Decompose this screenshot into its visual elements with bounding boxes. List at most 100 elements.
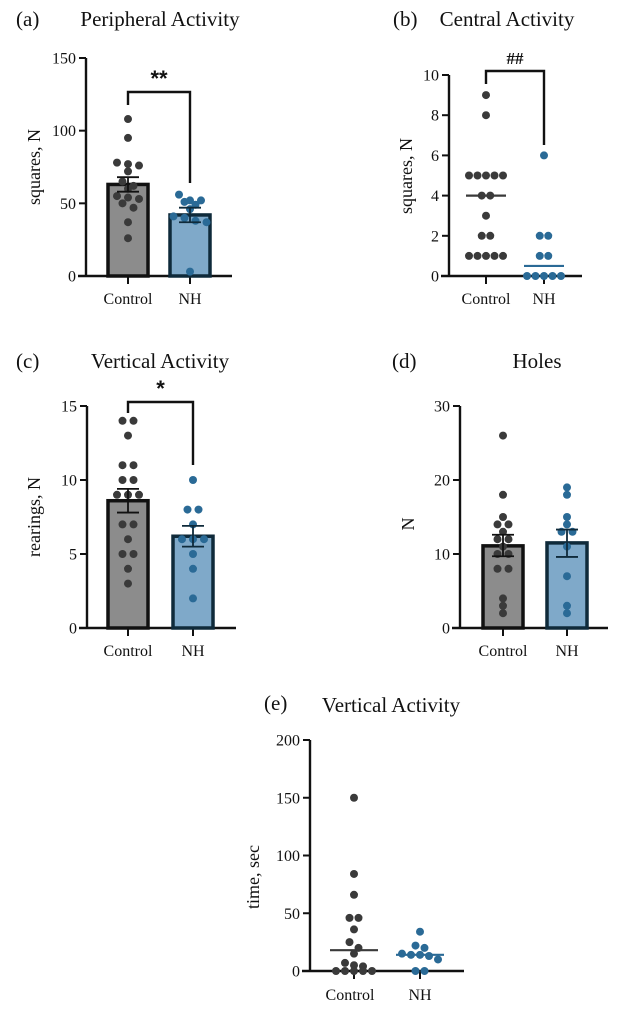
- data-point: [350, 967, 358, 975]
- x-tick-label: NH: [178, 291, 202, 308]
- data-point: [135, 490, 143, 499]
- data-point: [359, 967, 367, 975]
- y-tick-label: 10: [434, 547, 450, 564]
- y-axis-label: rearings, N: [24, 477, 44, 557]
- y-tick-label: 0: [292, 964, 300, 981]
- data-point: [341, 958, 349, 967]
- panel-a: (a) Peripheral Activity squares, N Contr…: [16, 7, 240, 308]
- data-point: [563, 572, 571, 581]
- data-point: [493, 564, 502, 573]
- data-point: [482, 111, 490, 120]
- y-tick-label: 4: [431, 188, 439, 205]
- significance-bracket: [126, 90, 192, 183]
- data-point: [124, 133, 132, 142]
- data-point: [465, 171, 473, 180]
- data-point: [411, 967, 420, 975]
- data-point: [563, 490, 571, 499]
- data-point: [175, 190, 183, 199]
- chart-title: Vertical Activity: [91, 349, 230, 373]
- data-point: [124, 167, 132, 176]
- data-point: [124, 160, 132, 169]
- panel-b: (b) Central Activity squares, N Control …: [393, 7, 582, 308]
- bar-control: [106, 498, 150, 630]
- panel-label: (d): [392, 349, 417, 373]
- data-point: [563, 601, 571, 610]
- data-point: [135, 194, 143, 203]
- y-tick-label: 150: [52, 51, 76, 68]
- y-tick-label: 2: [431, 228, 439, 245]
- data-point: [486, 231, 495, 240]
- x-tick-label: Control: [462, 291, 511, 308]
- data-point: [473, 251, 482, 260]
- data-point: [169, 212, 178, 221]
- data-point: [124, 218, 132, 227]
- y-tick-label: 0: [69, 621, 77, 638]
- y-tick-label: 0: [442, 621, 450, 638]
- y-tick-label: 50: [60, 196, 76, 213]
- data-point: [183, 505, 192, 514]
- data-point: [129, 416, 138, 425]
- data-point: [499, 601, 507, 610]
- x-tick-label: NH: [555, 643, 579, 660]
- data-point: [200, 535, 208, 544]
- data-point: [118, 550, 127, 558]
- chart-title: Central Activity: [440, 7, 575, 31]
- y-axis-label: N: [398, 518, 418, 531]
- data-point: [350, 961, 358, 970]
- data-point: [113, 490, 121, 499]
- y-tick-label: 0: [68, 269, 76, 286]
- data-point: [493, 535, 502, 544]
- data-point: [540, 272, 548, 280]
- chart-title: Vertical Activity: [322, 693, 461, 717]
- data-point: [493, 520, 502, 529]
- data-point: [129, 461, 138, 470]
- data-point: [368, 967, 376, 975]
- data-point: [186, 267, 194, 276]
- data-point: [482, 211, 490, 220]
- data-point: [202, 218, 211, 227]
- chart-title: Peripheral Activity: [80, 7, 240, 31]
- panel-c: (c) Vertical Activity rearings, N Contro…: [16, 349, 236, 660]
- data-point: [124, 115, 132, 124]
- x-tick-label: Control: [326, 987, 375, 1004]
- panel-label: (a): [16, 7, 39, 31]
- y-tick-label: 150: [276, 790, 300, 807]
- data-point: [425, 951, 433, 960]
- data-point: [118, 199, 127, 208]
- data-point: [341, 967, 349, 975]
- data-point: [416, 927, 424, 936]
- x-tick-label: NH: [532, 291, 556, 308]
- data-point: [180, 213, 189, 222]
- significance-label: **: [150, 66, 168, 91]
- data-point: [557, 272, 565, 280]
- data-point: [504, 564, 513, 573]
- data-point: [345, 913, 354, 922]
- data-point: [535, 231, 544, 240]
- y-tick-label: 10: [423, 68, 439, 85]
- y-tick-label: 200: [276, 733, 300, 750]
- data-point: [124, 564, 132, 573]
- data-point: [434, 955, 442, 964]
- significance-bracket: [484, 69, 546, 145]
- data-point: [135, 161, 143, 170]
- data-point: [499, 171, 507, 180]
- y-tick-label: 20: [434, 473, 450, 490]
- y-tick-label: 100: [276, 848, 300, 865]
- panel-label: (e): [264, 691, 287, 715]
- chart-title: Holes: [513, 349, 562, 373]
- data-point: [482, 91, 490, 100]
- data-point: [420, 943, 429, 952]
- data-point: [350, 890, 358, 899]
- data-point: [124, 535, 132, 544]
- data-point: [535, 251, 544, 260]
- data-point: [350, 925, 358, 934]
- y-tick-label: 100: [52, 123, 76, 140]
- data-point: [490, 171, 499, 180]
- panel-d: (d) Holes N Control NH 0 10 20 30: [392, 349, 608, 660]
- data-point: [118, 476, 127, 484]
- y-axis-label: squares, N: [396, 138, 416, 214]
- y-tick-label: 0: [431, 269, 439, 286]
- data-point: [118, 520, 127, 529]
- data-point: [180, 197, 189, 206]
- data-point: [563, 520, 571, 529]
